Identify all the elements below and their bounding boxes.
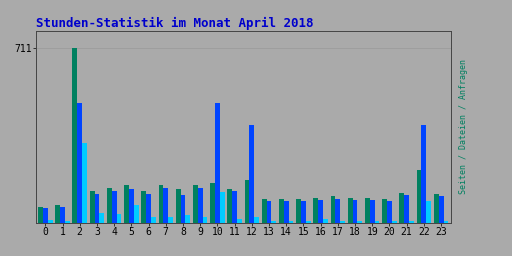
Bar [38, 207, 43, 223]
Bar [296, 199, 301, 223]
Text: Stunden-Statistik im Monat April 2018: Stunden-Statistik im Monat April 2018 [36, 16, 313, 29]
Bar [335, 199, 340, 223]
Bar [112, 191, 117, 223]
Bar [141, 191, 146, 223]
Bar [392, 221, 397, 223]
Bar [198, 188, 203, 223]
Bar [43, 208, 48, 223]
Bar [124, 185, 129, 223]
Bar [399, 193, 404, 223]
Bar [60, 207, 65, 223]
Bar [220, 192, 225, 223]
Bar [82, 143, 87, 223]
Bar [203, 217, 207, 223]
Bar [176, 189, 181, 223]
Bar [254, 217, 259, 223]
Bar [443, 221, 449, 223]
Bar [375, 221, 379, 223]
Bar [439, 196, 443, 223]
Bar [353, 200, 357, 223]
Bar [232, 191, 237, 223]
Bar [185, 215, 190, 223]
Bar [289, 221, 293, 223]
Bar [370, 200, 375, 223]
Bar [313, 198, 318, 223]
Bar [129, 189, 134, 223]
Bar [210, 183, 215, 223]
Bar [215, 103, 220, 223]
Bar [163, 188, 168, 223]
Bar [73, 48, 77, 223]
Bar [365, 198, 370, 223]
Bar [421, 125, 426, 223]
Bar [237, 219, 242, 223]
Bar [331, 196, 335, 223]
Bar [134, 205, 139, 223]
Bar [262, 199, 267, 223]
Bar [146, 194, 151, 223]
Bar [271, 221, 276, 223]
Bar [426, 201, 431, 223]
Bar [227, 189, 232, 223]
Bar [168, 217, 173, 223]
Bar [323, 219, 328, 223]
Bar [65, 221, 70, 223]
Bar [306, 221, 311, 223]
Bar [55, 205, 60, 223]
Bar [151, 217, 156, 223]
Bar [48, 220, 53, 223]
Bar [301, 201, 306, 223]
Bar [387, 201, 392, 223]
Bar [340, 221, 345, 223]
Text: Seiten / Dateien / Anfragen: Seiten / Dateien / Anfragen [459, 59, 468, 194]
Bar [267, 201, 271, 223]
Bar [249, 125, 254, 223]
Bar [99, 213, 104, 223]
Bar [107, 188, 112, 223]
Bar [318, 200, 323, 223]
Bar [245, 180, 249, 223]
Bar [348, 198, 353, 223]
Bar [77, 103, 82, 223]
Bar [90, 191, 95, 223]
Bar [193, 185, 198, 223]
Bar [284, 201, 289, 223]
Bar [404, 195, 409, 223]
Bar [382, 199, 387, 223]
Bar [159, 185, 163, 223]
Bar [409, 221, 414, 223]
Bar [181, 195, 185, 223]
Bar [279, 199, 284, 223]
Bar [95, 194, 99, 223]
Bar [434, 194, 439, 223]
Bar [417, 170, 421, 223]
Bar [357, 221, 362, 223]
Bar [117, 214, 121, 223]
